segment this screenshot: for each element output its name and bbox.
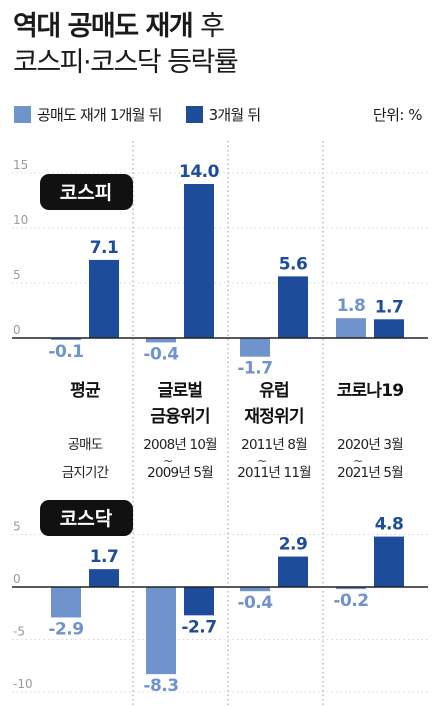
y-tick-label: 0 [13, 572, 21, 586]
data-label: 2.9 [279, 535, 308, 555]
bar-series2 [278, 276, 308, 338]
period-date: 2020년 3월 [337, 437, 403, 453]
bar-series1 [146, 587, 176, 675]
tilde-mark: ~ [353, 454, 363, 468]
category-name: 재정위기 [244, 407, 303, 427]
category-name: 글로벌 [158, 381, 203, 401]
legend: 공매도 재개 1개월 뒤 3개월 뒤 [14, 104, 284, 125]
data-label: 1.8 [337, 296, 366, 316]
bar-series2 [374, 536, 404, 587]
period-date: 2011년 11월 [237, 465, 311, 481]
data-label: -0.2 [333, 591, 368, 611]
legend-swatch-series2 [185, 106, 203, 123]
index-tag-label: 코스피 [60, 182, 112, 204]
legend-label-series2: 3개월 뒤 [208, 106, 262, 124]
bar-series2 [374, 319, 404, 338]
legend-swatch-series1 [14, 106, 31, 123]
title-line-2: 코스피·코스닥 등락률 [13, 47, 239, 78]
bar-series1 [336, 318, 366, 338]
y-tick-label: 10 [13, 213, 28, 227]
data-label: -0.1 [48, 342, 83, 362]
y-tick-label: 0 [13, 323, 21, 337]
data-label: 1.7 [375, 297, 404, 317]
data-label: -0.4 [143, 344, 179, 364]
legend-item-series2: 3개월 뒤 [185, 104, 262, 125]
y-tick-label: -10 [13, 677, 33, 691]
index-tag-box [40, 500, 133, 536]
bar-series2 [184, 587, 214, 616]
y-tick-label: 5 [13, 520, 21, 534]
tilde-mark: ~ [257, 454, 267, 468]
legend-item-series1: 공매도 재개 1개월 뒤 [14, 104, 162, 125]
data-label: -1.7 [237, 359, 272, 379]
index-tag-box [40, 174, 133, 210]
data-label: 7.1 [90, 238, 119, 258]
data-label: -8.3 [143, 676, 178, 696]
bar-series1 [146, 338, 176, 343]
bar-series2 [278, 556, 308, 587]
period-date: 공매도 [68, 437, 103, 453]
data-label: 4.8 [375, 515, 404, 535]
period-date: 2011년 8월 [241, 437, 307, 453]
bar-series1 [240, 338, 270, 357]
title-bold: 역대 공매도 재개 [13, 11, 194, 42]
legend-label-series1: 공매도 재개 1개월 뒤 [37, 106, 162, 124]
chart-title: 역대 공매도 재개 후 코스피·코스닥 등락률 [13, 10, 239, 80]
bar-series1 [240, 587, 270, 592]
title-line-1: 역대 공매도 재개 후 [13, 10, 237, 44]
category-name: 코로나19 [337, 381, 404, 401]
y-tick-label: -5 [13, 625, 25, 639]
period-date: 금지기간 [62, 465, 109, 481]
data-label: 5.6 [279, 254, 308, 274]
data-label: 1.7 [90, 547, 119, 567]
bar-series1 [51, 587, 81, 618]
data-label: -2.9 [48, 619, 83, 639]
tilde-mark: ~ [163, 454, 173, 468]
bar-series1 [51, 338, 81, 340]
period-date: 2008년 10월 [143, 437, 217, 453]
category-name: 평균 [70, 381, 101, 401]
category-name: 유럽 [259, 381, 289, 401]
y-tick-label: 5 [13, 268, 21, 282]
unit-label: 단위: % [372, 106, 423, 124]
data-label: 14.0 [179, 162, 220, 182]
index-tag-label: 코스닥 [60, 508, 113, 530]
y-tick-label: 15 [13, 158, 28, 172]
category-name: 금융위기 [150, 407, 209, 427]
bar-series2 [89, 259, 119, 338]
bar-series2 [184, 184, 214, 338]
period-date: 2009년 5월 [147, 465, 213, 481]
title-light: 후 [200, 11, 225, 42]
period-date: 2021년 5월 [337, 465, 403, 481]
data-label: -0.4 [237, 593, 273, 613]
data-label: -2.7 [181, 617, 216, 637]
bar-series1 [336, 587, 366, 590]
bar-series2 [89, 569, 119, 587]
